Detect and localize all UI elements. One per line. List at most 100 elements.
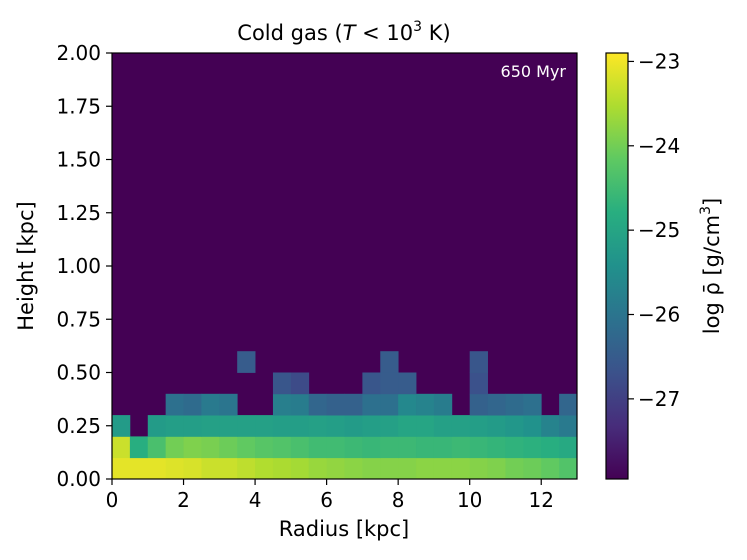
heatmap-cell (272, 457, 292, 480)
heatmap-cell (112, 415, 131, 437)
heatmap-cell (255, 457, 274, 480)
heatmap-cell (165, 393, 184, 416)
heatmap-cell (147, 436, 167, 459)
heatmap-cell (559, 393, 578, 416)
y-tick-label: 1.75 (56, 94, 101, 118)
heatmap-cell (433, 415, 453, 437)
heatmap-cell (344, 393, 363, 416)
heatmap-cell (237, 415, 256, 437)
heatmap-cell (487, 457, 506, 480)
colorbar-ticks: −23 −24 −25 −26 −27 (628, 49, 680, 411)
title-superscript: 3 (413, 19, 422, 35)
heatmap-cell (451, 436, 471, 459)
x-tick-label: 2 (177, 488, 190, 512)
heatmap-cell (344, 415, 363, 437)
y-tick-label: 1.50 (56, 148, 101, 172)
heatmap-cell (147, 415, 167, 437)
heatmap-cell (290, 457, 310, 480)
heatmap-cell (362, 372, 381, 395)
y-axis: 0.00 0.25 0.50 0.75 1.00 1.25 1.50 1.75 2.00 (56, 41, 112, 491)
title-part-1: Cold gas ( (237, 21, 342, 45)
x-axis-label: Radius [kpc] (279, 517, 410, 541)
heatmap-cell (219, 393, 238, 416)
heatmap-cell (326, 393, 345, 416)
heatmap-cell (290, 393, 310, 416)
title-italic-t: T (343, 21, 358, 45)
heatmap-cell (326, 457, 345, 480)
heatmap-cell (380, 393, 399, 416)
heatmap-cell (129, 457, 149, 480)
x-tick-label: 4 (249, 488, 262, 512)
heatmap-cell (308, 457, 328, 480)
heatmap-cell (272, 436, 292, 459)
heatmap-cell (147, 457, 167, 480)
heatmap-cell (380, 351, 399, 373)
chart-title: Cold gas (T < 103 K) (237, 19, 450, 45)
heatmap-cell (344, 457, 363, 480)
y-tick-label: 0.50 (56, 361, 101, 385)
heatmap-cell (416, 436, 435, 459)
heatmap-cell (237, 436, 256, 459)
heatmap-cell (433, 457, 453, 480)
heatmap-cell (362, 415, 381, 437)
heatmap-cell (469, 436, 488, 459)
heatmap-cell (416, 393, 435, 416)
time-annotation: 650 Myr (501, 62, 567, 81)
heatmap-cell (308, 415, 328, 437)
colorbar-label-end: ] (700, 198, 724, 206)
heatmap-cell (290, 372, 310, 395)
heatmap-cell (505, 393, 524, 416)
y-tick-label: 0.75 (56, 307, 101, 331)
heatmap-cell (398, 393, 417, 416)
heatmap-cell (398, 372, 417, 395)
heatmap-cell (541, 436, 560, 459)
heatmap-cell (469, 457, 488, 480)
heatmap-cell (326, 436, 345, 459)
y-tick-label: 0.00 (56, 467, 101, 491)
heatmap-cell (469, 372, 488, 395)
x-tick-label: 6 (320, 488, 333, 512)
heatmap-cell (469, 415, 488, 437)
heatmap-cell (219, 436, 238, 459)
colorbar-label-text: log ρ̄ [g/cm (700, 215, 724, 334)
heatmap-cell (362, 436, 381, 459)
heatmap-cell (523, 415, 542, 437)
heatmap-cell (523, 436, 542, 459)
x-tick-label: 8 (392, 488, 405, 512)
heatmap-cell (201, 457, 220, 480)
heatmap-cell (183, 436, 202, 459)
heatmap-cell (183, 457, 202, 480)
heatmap-cell (559, 436, 578, 459)
y-tick-label: 0.25 (56, 414, 101, 438)
heatmap-cell (344, 436, 363, 459)
heatmap-cell (308, 393, 328, 416)
colorbar-label: log ρ̄ [g/cm3] (698, 198, 724, 334)
title-part-2: < 10 (355, 21, 413, 45)
heatmap-cell (416, 415, 435, 437)
heatmap-cell (380, 415, 399, 437)
y-tick-label: 1.00 (56, 254, 101, 278)
heatmap-cell (380, 436, 399, 459)
colorbar-tick-label: −26 (638, 303, 680, 327)
heatmap-cell (451, 457, 471, 480)
heatmap-cell (255, 415, 274, 437)
heatmap-cell (201, 393, 220, 416)
heatmap-cell (362, 393, 381, 416)
heatmap-cell (272, 372, 292, 395)
heatmap-cell (165, 415, 184, 437)
heatmap-cell (290, 436, 310, 459)
heatmap-cell (469, 393, 488, 416)
heatmap-cell (487, 415, 506, 437)
title-part-3: K) (422, 21, 451, 45)
colorbar-tick-label: −27 (638, 387, 680, 411)
heatmap-cell (237, 457, 256, 480)
heatmap-cell (380, 457, 399, 480)
colorbar-bar (605, 52, 629, 480)
heatmap-cell (308, 436, 328, 459)
heatmap-cell (505, 436, 524, 459)
heatmap-cell (165, 457, 184, 480)
heatmap-cell (398, 415, 417, 437)
colorbar-label-superscript: 3 (698, 206, 714, 215)
colorbar: −23 −24 −25 −26 −27 log ρ̄ [g/cm3] (605, 49, 724, 480)
